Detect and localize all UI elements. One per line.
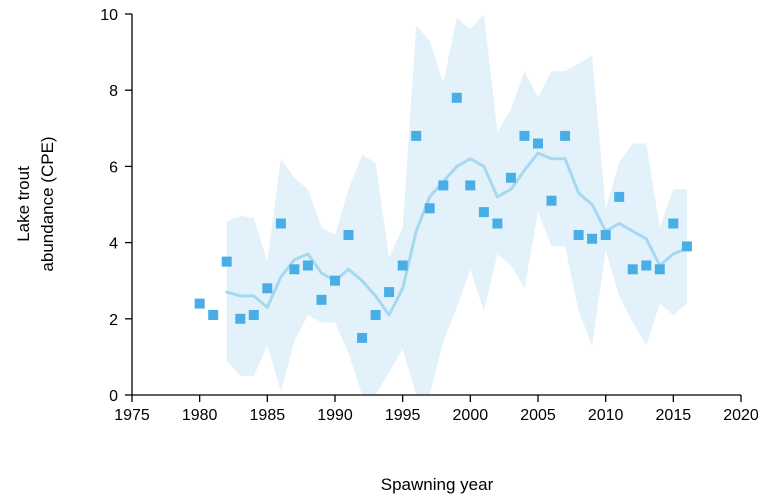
data-point	[424, 203, 435, 214]
data-point	[614, 191, 625, 202]
data-point	[316, 294, 327, 305]
y-tick-label: 2	[109, 312, 118, 329]
y-tick-label: 0	[109, 388, 118, 405]
data-point	[302, 260, 313, 271]
observed-points	[194, 92, 692, 343]
x-tick-label: 2005	[520, 407, 556, 424]
data-point	[384, 287, 395, 298]
x-tick-label: 1995	[385, 407, 421, 424]
data-point	[668, 218, 679, 229]
data-point	[600, 230, 611, 240]
y-tick-label: 10	[100, 7, 118, 24]
y-axis-title-line-1: Lake trout	[14, 166, 33, 242]
data-point	[438, 180, 449, 191]
data-point	[560, 130, 571, 141]
x-tick-label: 2010	[588, 407, 624, 424]
data-point	[262, 283, 273, 294]
data-point	[235, 313, 246, 324]
data-point	[221, 256, 232, 267]
data-point	[573, 230, 584, 240]
data-point	[533, 138, 543, 149]
data-point	[397, 260, 408, 271]
data-point	[411, 130, 422, 141]
x-tick-label: 2015	[656, 407, 692, 424]
y-tick-label: 8	[109, 83, 118, 100]
x-tick-label: 1985	[250, 407, 286, 424]
data-point	[505, 172, 516, 183]
confidence-band-segment-2	[659, 189, 687, 315]
x-tick-label: 2000	[453, 407, 489, 424]
y-tick-label: 4	[109, 236, 118, 253]
data-point	[248, 310, 259, 320]
data-point	[208, 310, 219, 320]
data-point	[275, 218, 286, 229]
y-tick-label: 6	[109, 159, 118, 176]
data-point	[357, 332, 368, 343]
data-point	[546, 195, 557, 206]
x-tick-label: 1975	[114, 407, 150, 424]
x-tick-label: 1990	[317, 407, 353, 424]
data-point	[330, 275, 340, 286]
data-point	[451, 92, 462, 103]
y-axis-ticks: 0 2 4 6 8 10	[100, 7, 132, 405]
data-point	[654, 264, 665, 275]
data-point	[681, 241, 692, 252]
axes	[131, 14, 741, 396]
data-point	[641, 260, 652, 271]
data-point	[587, 233, 598, 244]
y-axis-title-line-2: abundance (CPE)	[38, 136, 57, 271]
data-point	[627, 264, 638, 275]
data-point	[519, 130, 530, 141]
x-tick-label: 1980	[182, 407, 218, 424]
data-point	[289, 264, 300, 275]
data-point	[343, 230, 354, 240]
data-point	[492, 218, 503, 229]
data-point	[465, 180, 476, 191]
data-point	[194, 298, 205, 309]
confidence-band-segment-1	[226, 14, 660, 395]
confidence-band	[226, 14, 687, 395]
data-point	[478, 207, 489, 218]
x-tick-label: 2020	[723, 407, 759, 424]
data-point	[370, 310, 381, 320]
x-axis-ticks: 1975 1980 1985 1990 1995 2000 2005 2010 2015 2020	[114, 395, 759, 424]
x-axis-title: Spawning year	[381, 475, 494, 494]
